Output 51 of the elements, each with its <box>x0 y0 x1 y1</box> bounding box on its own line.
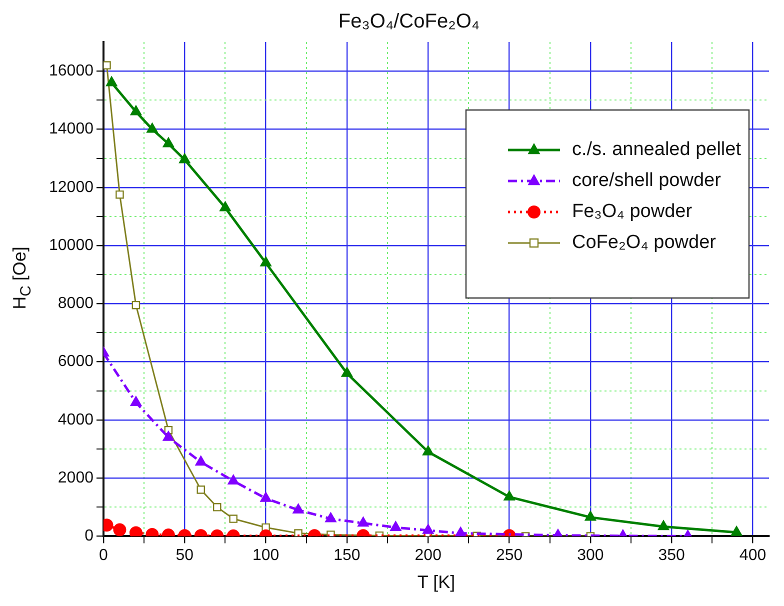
y-tick-label: 4000 <box>58 411 94 428</box>
x-tick-label: 350 <box>658 547 686 564</box>
point <box>584 510 596 521</box>
point <box>130 105 142 116</box>
legend-label: c./s. annealed pellet <box>572 139 742 160</box>
y-tick-label: 6000 <box>58 353 94 370</box>
x-tick-label: 150 <box>334 547 360 564</box>
point <box>162 430 174 441</box>
point <box>358 516 369 527</box>
legend-label: core/shell powder <box>572 170 722 192</box>
x-tick-label: 200 <box>414 547 442 564</box>
y-tick-label: 12000 <box>48 178 94 196</box>
x-tick-label: 250 <box>496 547 523 564</box>
x-tick-label: 400 <box>739 547 766 564</box>
point <box>260 256 272 266</box>
point <box>454 526 466 536</box>
point <box>130 396 142 406</box>
legend-label: Fe₃O₄ powder <box>572 201 693 222</box>
y-tick-label: 10000 <box>48 236 94 254</box>
point <box>341 366 353 377</box>
x-tick-label: 300 <box>577 547 604 564</box>
point <box>260 492 272 502</box>
point <box>228 474 240 484</box>
legend-label: CoFe₂O₄ powder <box>572 232 717 254</box>
point <box>103 61 111 70</box>
point <box>220 201 231 212</box>
y-tick-label: 14000 <box>48 120 94 138</box>
point <box>390 520 402 531</box>
point <box>178 153 190 164</box>
point <box>106 76 118 86</box>
y-tick-label: 16000 <box>48 62 94 80</box>
point <box>146 122 158 133</box>
chart-title: Fe₃O₄/CoFe₂O₄ <box>338 10 480 33</box>
x-tick-label: 0 <box>99 547 108 564</box>
x-axis-title: T [K] <box>417 572 456 592</box>
x-tick-label: 100 <box>252 547 280 564</box>
point <box>504 490 515 500</box>
point <box>422 445 434 456</box>
point <box>162 137 174 148</box>
point <box>325 512 336 522</box>
y-tick-label: 2000 <box>58 469 94 486</box>
point <box>292 504 304 514</box>
point <box>730 526 742 536</box>
y-tick-label: 0 <box>84 528 94 545</box>
point <box>422 524 434 534</box>
point <box>116 190 124 199</box>
x-tick-label: 50 <box>176 547 194 564</box>
point <box>132 300 140 310</box>
y-tick-label: 8000 <box>58 295 94 312</box>
point <box>195 456 207 466</box>
point <box>658 520 670 530</box>
